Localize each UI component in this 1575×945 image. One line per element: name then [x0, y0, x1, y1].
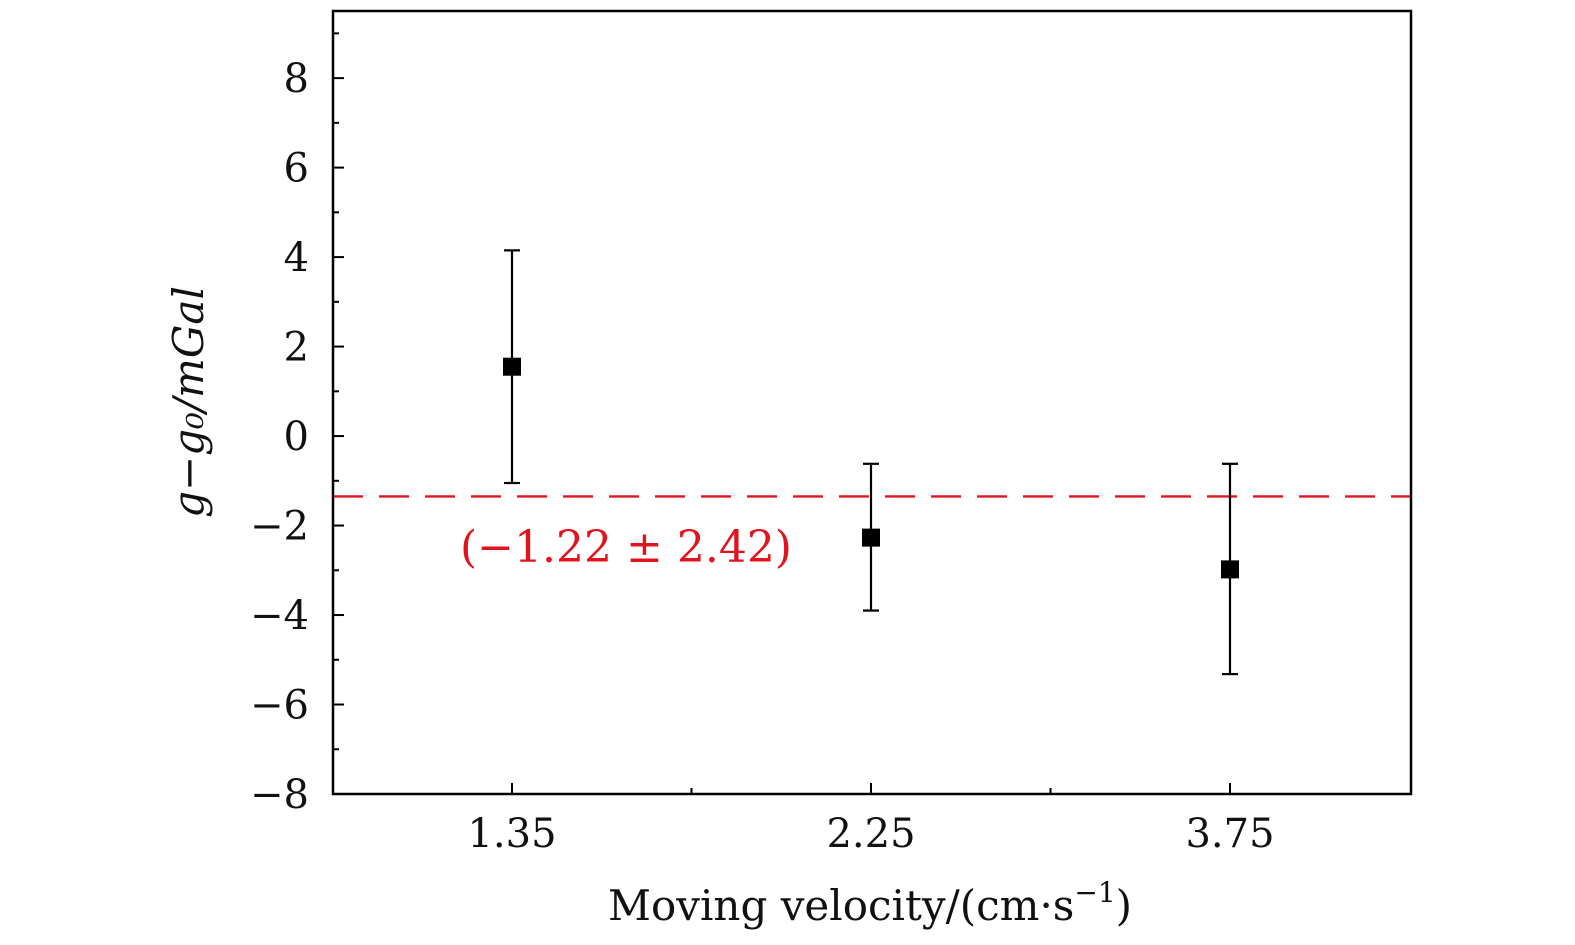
- y-tick-label: −2: [250, 504, 309, 550]
- data-point: [503, 357, 521, 376]
- plot-frame: [331, 9, 1413, 796]
- y-tick-label: −4: [250, 593, 309, 639]
- y-tick-label: 8: [284, 56, 309, 102]
- y-tick-label: 4: [284, 235, 309, 281]
- y-tick-label: −8: [250, 772, 309, 818]
- x-tick-label: 1.35: [467, 811, 556, 857]
- y-tick-label: 6: [284, 146, 309, 192]
- y-axis-ticks: 8 6 4 2 0 −2 −4 −6 −8: [250, 56, 344, 818]
- x-axis-label: Moving velocity/(cm·s−1): [608, 876, 1132, 930]
- data-points: [503, 249, 1239, 676]
- y-axis-label: g−g₀/mGal: [164, 286, 213, 518]
- reference-line-label: (−1.22 ± 2.42): [460, 522, 792, 573]
- y-tick-label: −6: [250, 683, 309, 729]
- minor-ticks: [333, 32, 1052, 794]
- y-tick-label: 0: [284, 414, 309, 460]
- x-tick-label: 2.25: [826, 811, 915, 857]
- x-axis-ticks: 1.35 2.25 3.75: [467, 783, 1275, 857]
- x-tick-label: 3.75: [1185, 811, 1274, 857]
- data-point: [1221, 560, 1239, 579]
- data-point: [862, 528, 880, 547]
- y-tick-label: 2: [284, 325, 309, 371]
